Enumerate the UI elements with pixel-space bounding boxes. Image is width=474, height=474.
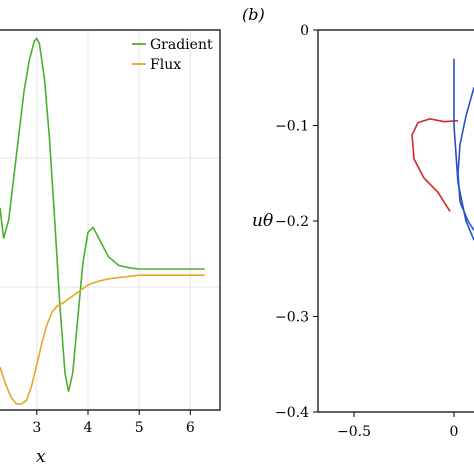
panel-a-series-flux	[0, 274, 205, 405]
panel-a-frame	[0, 29, 221, 411]
panel-a-legend: Gradient Flux	[132, 37, 213, 73]
panel-b-label: (b)	[242, 5, 265, 24]
panel-b-series-3	[457, 87, 474, 231]
panel-a-x-tick-label: 5	[135, 420, 144, 436]
panel-a-x-tick-label: 6	[186, 420, 195, 436]
legend-label-gradient: Gradient	[150, 37, 213, 53]
panel-a-series-gradient	[0, 37, 205, 392]
panel-a-x-axis-label: x	[36, 447, 46, 467]
panel-b-y-tick-label: −0.2	[275, 214, 309, 230]
panel-b-x-tick-label: −0.5	[337, 424, 371, 440]
panel-b-y-tick-label: 0	[300, 23, 309, 39]
panel-b-x-tick-label: 0	[450, 424, 459, 440]
legend-label-flux: Flux	[150, 57, 181, 73]
panel-b-frame	[317, 29, 474, 413]
panel-b-y-tick-label: −0.4	[275, 405, 309, 421]
panel-b-y-axis-label: uθ	[252, 211, 273, 231]
panel-b-series-1	[411, 117, 459, 212]
panel-a-x-tick-label: 3	[32, 420, 41, 436]
panel-b-y-tick-label: −0.1	[275, 119, 309, 135]
panel-b-chart: 0 −0.1 −0.2 −0.3 −0.4 −0.5 0 (b) uθ	[242, 5, 474, 440]
panel-a-x-tick-label: 4	[84, 420, 93, 436]
panel-b-y-tick-label: −0.3	[275, 310, 309, 326]
panel-a-chart: 3 4 5 6 Gradient Flux x	[0, 29, 221, 467]
